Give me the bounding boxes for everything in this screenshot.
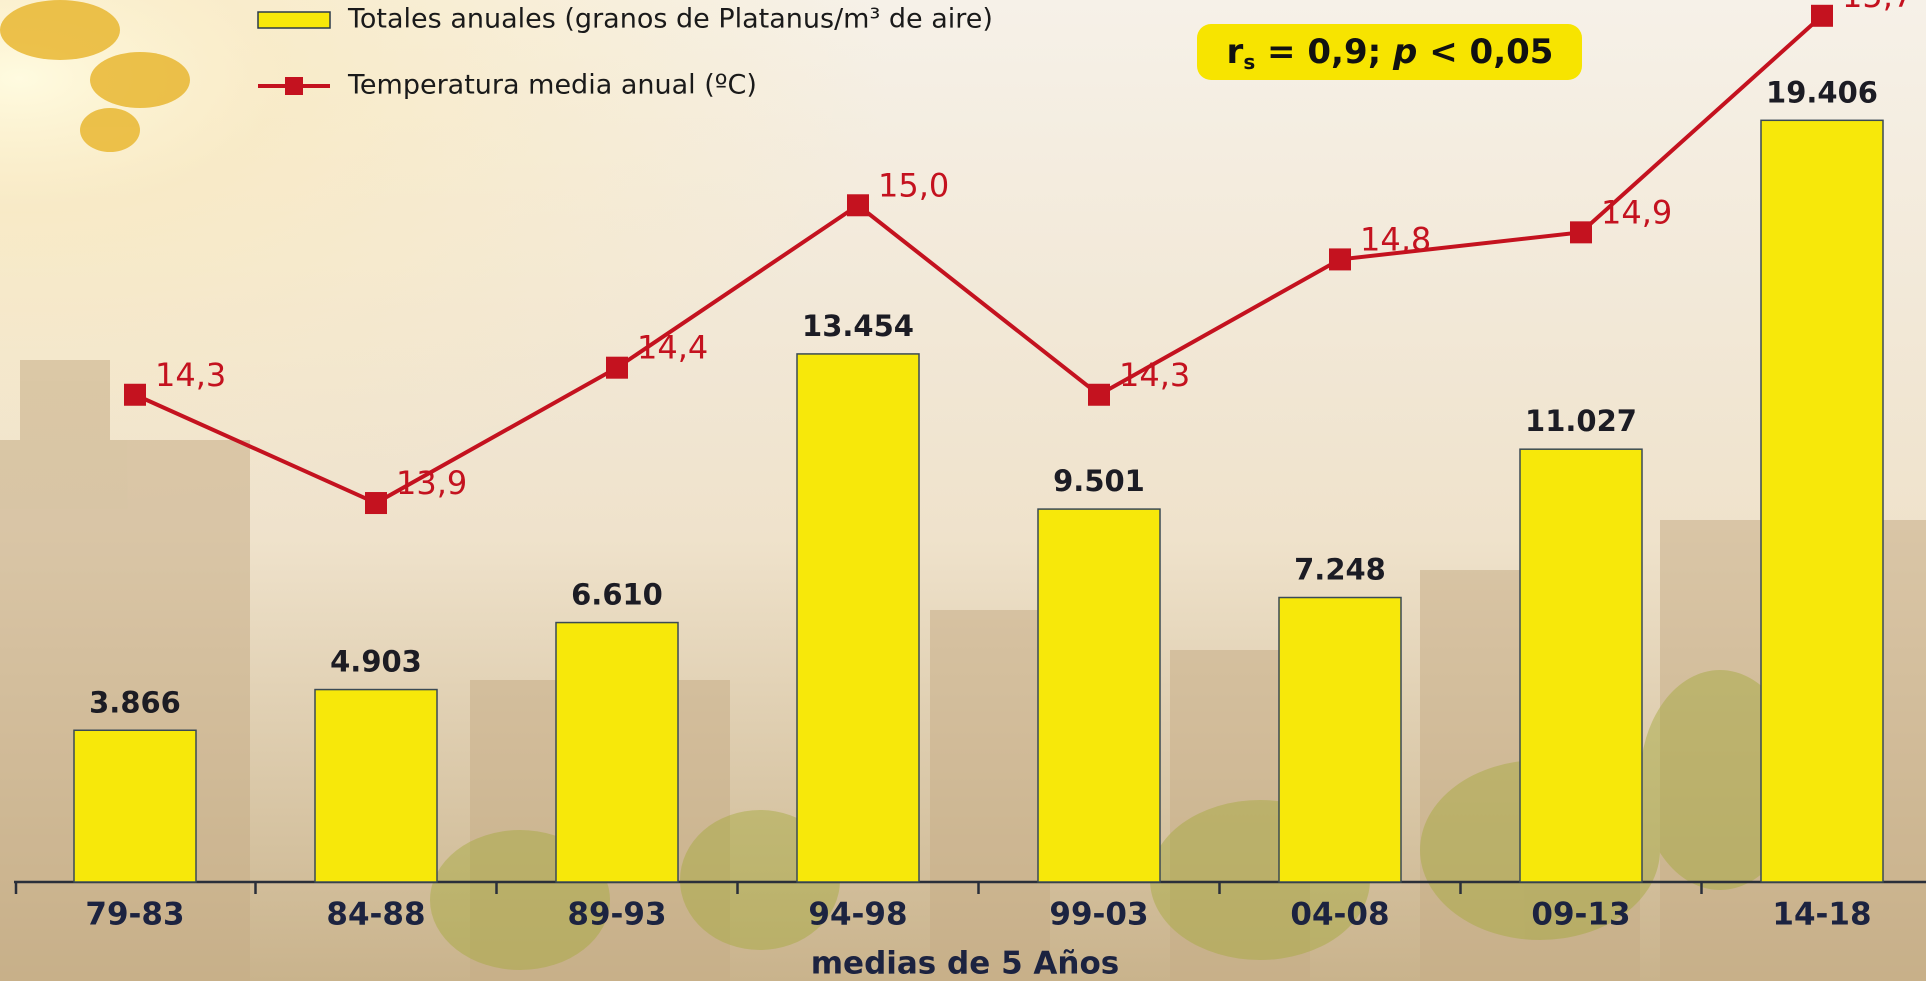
line-value-label: 14,8 xyxy=(1360,220,1431,258)
x-tick-label: 84-88 xyxy=(326,897,425,933)
line-marker xyxy=(847,194,869,217)
line-marker xyxy=(1088,383,1110,406)
x-tick-label: 04-08 xyxy=(1290,897,1389,933)
line-value-label: 14,4 xyxy=(637,329,708,367)
line-marker xyxy=(1329,248,1351,271)
x-tick-label: 79-83 xyxy=(85,897,184,933)
bar-value-label: 13.454 xyxy=(802,309,914,343)
temperature-line xyxy=(134,14,1824,506)
annotation-box xyxy=(1197,24,1582,80)
bar-value-label: 9.501 xyxy=(1053,464,1145,498)
line-value-label: 14,3 xyxy=(155,356,226,394)
leaves xyxy=(0,0,190,152)
line-marker xyxy=(365,492,387,515)
bar-value-label: 6.610 xyxy=(571,578,663,612)
bar xyxy=(1760,119,1884,883)
line-value-label: 14,3 xyxy=(1119,356,1190,394)
legend-label: Temperatura media anual (ºC) xyxy=(347,70,757,101)
line-marker xyxy=(124,383,146,406)
bar-value-label: 3.866 xyxy=(89,685,181,719)
x-tick-label: 89-93 xyxy=(567,897,666,933)
bar xyxy=(1278,596,1402,883)
line-marker xyxy=(606,356,628,379)
annotation-part: = 0,9; xyxy=(1255,32,1393,72)
annotation-part: r xyxy=(1227,32,1244,72)
bar xyxy=(1519,448,1643,883)
line-value-label: 14,9 xyxy=(1601,193,1672,231)
annotation-part: < 0,05 xyxy=(1417,32,1553,72)
bar-value-label: 19.406 xyxy=(1766,75,1878,109)
line-marker xyxy=(1570,221,1592,244)
legend-marker xyxy=(285,77,303,95)
annotation: rs = 0,9; p < 0,05 xyxy=(1227,32,1554,74)
x-tick-label: 09-13 xyxy=(1531,897,1630,933)
bar xyxy=(555,621,679,883)
legend-swatch xyxy=(257,11,331,29)
bar xyxy=(796,353,920,883)
bar xyxy=(1037,508,1161,883)
bar-value-label: 7.248 xyxy=(1294,553,1386,587)
line-marker xyxy=(1811,4,1833,27)
annotation-part: p xyxy=(1392,32,1417,72)
annotation-part: s xyxy=(1243,50,1255,74)
bar xyxy=(73,729,197,883)
bar xyxy=(314,688,438,883)
x-tick-label: 14-18 xyxy=(1772,897,1871,933)
line-value-label: 13,9 xyxy=(396,464,467,502)
x-tick-label: 94-98 xyxy=(808,897,907,933)
legend-label: Totales anuales (granos de Platanus/m³ d… xyxy=(347,4,993,35)
line-value-label: 15,7 xyxy=(1842,0,1913,15)
x-axis-label: medias de 5 Años xyxy=(811,946,1120,981)
bar-value-label: 4.903 xyxy=(330,645,422,679)
bar-value-label: 11.027 xyxy=(1525,404,1637,438)
x-tick-label: 99-03 xyxy=(1049,897,1148,933)
line-value-label: 15,0 xyxy=(878,166,949,204)
